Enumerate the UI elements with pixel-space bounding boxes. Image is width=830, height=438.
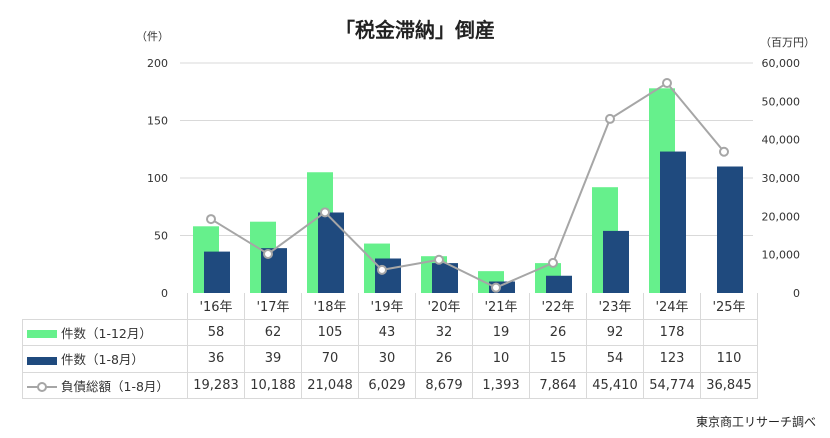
category-label: '24年 [643,293,701,320]
category-label: '21年 [472,293,530,320]
data-label: 26 [415,345,473,373]
data-label: 19 [472,318,530,346]
liabilities-point [662,78,672,89]
liabilities-point [434,254,444,265]
source-note: 東京商工リサーチ調べ [695,415,816,429]
liabilities-point [263,248,273,259]
data-label: 21,048 [301,371,359,399]
category-label: '20年 [415,293,473,320]
liabilities-point [206,214,216,225]
liabilities-point [548,257,558,268]
liabilities-point [719,146,729,157]
left-tick-label: 50 [154,230,168,243]
legend-label: 件数（1-8月） [61,352,144,368]
table-row: 件数（1-8月） 36 39 70 30 26 10 15 54 123 110 [22,345,758,373]
data-label: 8,679 [415,371,473,399]
legend-swatch [27,356,57,365]
left-tick-label: 200 [147,57,168,70]
table-row: 負債総額（1-8月） 19,283 10,188 21,048 6,029 8,679 1,… [22,371,758,399]
data-label: 43 [358,318,416,346]
bar-jan-aug [432,263,458,293]
category-label: '23年 [586,293,644,320]
legend-entry: 件数（1-12月） [22,318,188,346]
legend-entry: 負債総額（1-8月） [22,371,188,399]
bar-jan-aug [546,275,572,293]
bar-jan-aug [375,258,401,293]
data-table: '16年 '17年 '18年 '19年 '20年 '21年 '22年 '23年 '24年 '25年… [22,293,758,399]
bar-jan-aug [318,212,344,293]
table-corner [22,293,188,319]
legend-entry: 件数（1-8月） [22,345,188,373]
data-label: 105 [301,318,359,346]
data-label: 110 [700,345,758,373]
data-label [700,318,758,346]
data-label: 39 [244,345,302,373]
legend-line-marker-icon [27,382,57,393]
data-label: 19,283 [187,371,245,399]
right-tick-label: 0 [793,287,800,300]
data-label: 58 [187,318,245,346]
liabilities-line [210,81,725,289]
left-tick-label: 150 [147,115,168,128]
data-label: 62 [244,318,302,346]
data-label: 32 [415,318,473,346]
right-axis-unit: （百万円） [760,36,815,49]
data-label: 26 [529,318,587,346]
bar-jan-aug [204,251,230,293]
right-tick-label: 30,000 [762,172,801,185]
right-tick-label: 60,000 [762,57,801,70]
left-axis-unit: （件） [136,30,169,43]
right-tick-label: 40,000 [762,134,801,147]
category-label: '18年 [301,293,359,320]
data-label: 15 [529,345,587,373]
data-label: 54 [586,345,644,373]
bar-jan-aug [660,151,686,293]
right-tick-label: 50,000 [762,95,801,108]
category-label: '16年 [187,293,245,320]
liabilities-point [377,264,387,275]
data-label: 45,410 [586,371,644,399]
category-label: '19年 [358,293,416,320]
liabilities-point [605,113,615,124]
legend-label: 負債総額（1-8月） [61,378,169,394]
table-row: 件数（1-12月） 58 62 105 43 32 19 26 92 178 [22,318,758,346]
category-label: '25年 [700,293,758,320]
bar-jan-aug [717,166,743,293]
category-label: '17年 [244,293,302,320]
right-tick-label: 20,000 [762,210,801,223]
right-tick-label: 10,000 [762,249,801,262]
bar-jan-aug [489,281,515,293]
data-label: 30 [358,345,416,373]
bar-jan-aug [603,230,629,293]
liabilities-point [320,207,330,218]
data-label: 6,029 [358,371,416,399]
liabilities-point [491,282,501,293]
data-label: 1,393 [472,371,530,399]
data-label: 70 [301,345,359,373]
left-tick-label: 100 [147,172,168,185]
chart-title: 「税金滞納」倒産 [335,18,495,42]
data-label: 178 [643,318,701,346]
data-label: 7,864 [529,371,587,399]
data-label: 36 [187,345,245,373]
data-label: 10 [472,345,530,373]
category-label: '22年 [529,293,587,320]
data-label: 92 [586,318,644,346]
legend-swatch [27,330,57,339]
data-label: 123 [643,345,701,373]
data-label: 54,774 [643,371,701,399]
data-label: 10,188 [244,371,302,399]
data-label: 36,845 [700,371,758,399]
legend-label: 件数（1-12月） [61,325,152,341]
